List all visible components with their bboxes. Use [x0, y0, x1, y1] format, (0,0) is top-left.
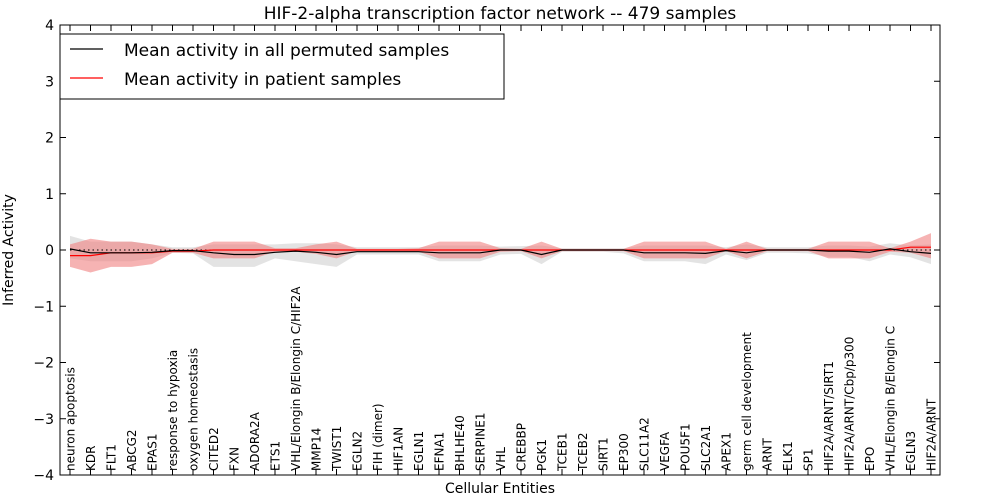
plot-area — [69, 233, 932, 273]
x-tick-label: EFNA1 — [433, 432, 447, 471]
x-tick-label: SIRT1 — [597, 437, 611, 471]
x-tick-label: EPO — [863, 447, 877, 471]
x-tick-label: KDR — [84, 446, 98, 471]
x-tick-label: ADORA2A — [248, 411, 262, 471]
x-tick-label: POU5F1 — [679, 423, 693, 471]
legend: Mean activity in all permuted samples Me… — [59, 33, 505, 100]
x-tick-label: VHL/Elongin B/Elongin C/HIF2A — [289, 286, 303, 471]
x-tick-label: FXN — [228, 447, 242, 471]
x-tick-label: SERPINE1 — [474, 412, 488, 471]
y-axis-label: Inferred Activity — [1, 194, 17, 306]
axes: 4 3 2 1 0 −1 −2 −3 −4 neuron apoptosis KDR FLT1 ABCG… — [33, 18, 940, 484]
x-tick-label: FIH (dimer) — [371, 403, 385, 471]
x-tick-label: neuron apoptosis — [64, 367, 78, 471]
y-tick-label: 0 — [45, 243, 54, 259]
patient-range-band — [70, 233, 931, 273]
x-tick-label: CREBBP — [515, 423, 529, 471]
x-tick-label: TWIST1 — [330, 426, 344, 472]
x-tick-label: HIF2A/ARNT/SIRT1 — [822, 361, 836, 471]
x-tick-label: SLC11A2 — [638, 417, 652, 471]
x-tick-label: MMP14 — [310, 428, 324, 471]
x-tick-label: HIF2A/ARNT — [925, 398, 939, 471]
x-tick-label: HIF1AN — [392, 427, 406, 471]
legend-label-patient: Mean activity in patient samples — [124, 70, 401, 90]
x-tick-label: EGLN3 — [904, 431, 918, 471]
legend-label-permuted: Mean activity in all permuted samples — [124, 41, 449, 61]
x-tick-label: EP300 — [617, 433, 631, 471]
x-tick-label: germ cell development — [740, 332, 754, 471]
x-tick-label: ELK1 — [781, 441, 795, 471]
x-tick-label: ABCG2 — [125, 429, 139, 471]
y-tick-label: 2 — [45, 131, 54, 147]
permuted-mean-line — [69, 248, 932, 256]
x-tick-label: HIF2A/ARNT/Cbp/p300 — [843, 337, 857, 471]
x-tick-label: VHL/Elongin B/Elongin C — [884, 326, 898, 471]
x-tick-label: SP1 — [802, 449, 816, 472]
y-tick-label: 1 — [45, 187, 54, 203]
x-tick-label: VEGFA — [658, 431, 672, 471]
y-tick-label: −1 — [33, 299, 54, 315]
y-tick-label: −2 — [33, 356, 54, 372]
x-tick-label: oxygen homeostasis — [187, 348, 201, 471]
x-tick-label: TCEB1 — [556, 433, 570, 472]
x-tick-label: TCEB2 — [576, 433, 590, 472]
x-tick-label: PGK1 — [535, 439, 549, 471]
x-axis-label: Cellular Entities — [445, 481, 555, 497]
chart-title: HIF-2-alpha transcription factor network… — [264, 4, 737, 24]
x-tick-label: BHLHE40 — [453, 415, 467, 471]
x-tick-label: response to hypoxia — [166, 350, 180, 471]
y-tick-label: −3 — [33, 412, 54, 428]
x-tick-label: VHL — [494, 447, 508, 471]
x-tick-label: EGLN1 — [412, 431, 426, 471]
x-tick-label: ETS1 — [269, 441, 283, 471]
legend-box — [59, 33, 505, 100]
y-tick-label: 4 — [45, 18, 54, 34]
x-tick-label: CITED2 — [207, 427, 221, 471]
x-tick-label: EGLN2 — [351, 431, 365, 471]
x-tick-label: EPAS1 — [146, 433, 160, 471]
x-tick-label: APEX1 — [720, 432, 734, 471]
y-tick-label: −4 — [33, 468, 54, 484]
x-tick-label: SLC2A1 — [699, 425, 713, 471]
x-tick-label: ARNT — [761, 437, 775, 471]
y-tick-label: 3 — [45, 74, 54, 90]
x-tick-label: FLT1 — [105, 444, 119, 471]
